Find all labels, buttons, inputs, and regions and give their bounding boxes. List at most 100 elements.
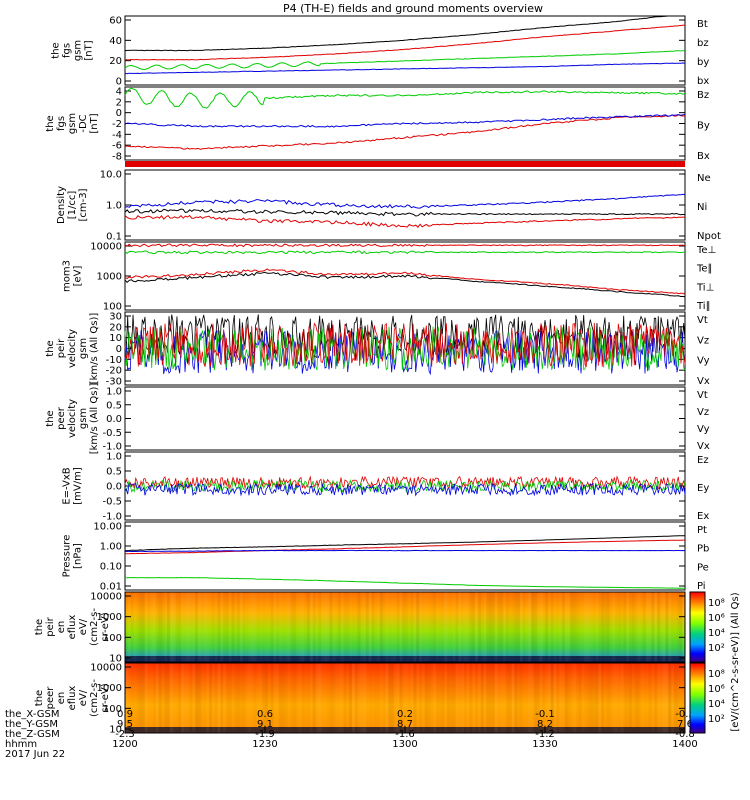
spectrogram-column: [371, 592, 374, 662]
x-tick-label-x: 0.2: [397, 709, 413, 720]
legend-label: Ti∥: [696, 301, 711, 312]
spectrogram-column: [276, 663, 279, 733]
spectrogram-column: [537, 592, 540, 662]
spectrogram-column: [576, 663, 579, 733]
spectrogram-column: [618, 592, 621, 662]
legend-label: By: [697, 121, 710, 132]
spectrogram-column: [368, 592, 372, 662]
spectrogram-column: [365, 592, 369, 662]
spectrogram-column: [422, 592, 425, 662]
colorbar-scale: [689, 662, 706, 734]
spectrogram-column: [556, 663, 559, 733]
spectrogram-column: [301, 663, 304, 733]
y-tick-label: 10000: [90, 242, 122, 253]
legend-label: Ne: [697, 173, 711, 184]
spectrogram-column: [444, 663, 447, 733]
spectrogram-column: [506, 592, 509, 662]
spectrogram-column: [237, 663, 240, 733]
spectrogram-column: [425, 592, 428, 662]
series-line-Te⊥: [124, 243, 686, 248]
y-axis-label: [eV]: [73, 266, 84, 287]
spectrogram-column: [226, 592, 229, 662]
spectrogram-column: [248, 663, 251, 733]
series-line-Ey: [124, 478, 686, 494]
spectrogram-column: [397, 592, 400, 662]
legend-label: Vx: [697, 376, 710, 387]
spectrogram-column: [312, 663, 316, 733]
spectrogram-column: [139, 592, 143, 662]
spectrogram-column: [542, 592, 545, 662]
spectrogram-column: [478, 663, 481, 733]
spectrogram-column: [349, 592, 352, 662]
spectrogram-column: [304, 592, 307, 662]
spectrogram-column: [553, 592, 556, 662]
y-tick-label: 1000: [97, 683, 122, 694]
spectrogram-column: [595, 592, 598, 662]
x-tick-label-y: 8.7: [397, 719, 413, 730]
spectrogram-column: [447, 663, 450, 733]
y-axis-label: sr-eV): [100, 612, 111, 641]
y-tick-label: -4: [112, 130, 122, 141]
x-tick-label-z: -1.2: [535, 729, 555, 740]
spectrogram-column: [492, 663, 495, 733]
spectrogram-column: [662, 592, 666, 662]
y-tick-label: -0.5: [102, 497, 122, 508]
legend-label: Bt: [697, 19, 708, 30]
spectrogram-column: [351, 663, 355, 733]
spectrogram-column: [500, 663, 503, 733]
spectrogram-column: [329, 663, 332, 733]
y-tick-label: 0.0: [106, 482, 122, 493]
spectrogram-column: [458, 592, 462, 662]
x-tick-label-x: 0.9: [117, 709, 133, 720]
spectrogram-column: [673, 663, 677, 733]
spectrogram-column: [175, 592, 178, 662]
legend-label: Ez: [697, 455, 709, 466]
y-axis-label: (cm2-s-: [89, 608, 100, 646]
spectrogram-column: [511, 663, 515, 733]
spectrogram-column: [273, 663, 276, 733]
x-tick-label-x: 0.6: [257, 709, 273, 720]
spectrogram-column: [164, 592, 167, 662]
spectrogram-column: [136, 592, 139, 662]
spectrogram-column: [506, 663, 509, 733]
spectrogram-column: [514, 663, 518, 733]
colorbar-tick: 10⁶: [708, 613, 725, 624]
spectrogram-column: [640, 663, 643, 733]
spectrogram-column: [441, 663, 444, 733]
x-row-label: the_Y-GSM: [5, 719, 58, 730]
y-axis-label: Pressure: [62, 535, 73, 578]
y-axis-label: velocity: [67, 329, 78, 368]
y-tick-label: -1.0: [102, 442, 122, 453]
spectrogram-column: [618, 663, 621, 733]
spectrogram-column: [251, 663, 254, 733]
spectrogram-column: [609, 663, 612, 733]
series-line-Bx: [124, 113, 686, 128]
panel-density: 10.0 1.0 0.1 Density [1/cc] [cm-3] Ne Ni Npot: [56, 169, 721, 243]
spectrogram-column: [329, 592, 333, 662]
x-tick-label-x: -0.5: [675, 709, 695, 720]
panel-efield: 1.0 0.5 0.0 -0.5 -1.0 E=-VxB [mV/m] Ez Ey Ex: [62, 451, 709, 523]
colorbar: 10⁸ 10⁶ 10⁴ 10² 10⁸ 10⁶ 10⁴ 10² [eV/(cm^2-s-sr-e…: [689, 591, 741, 734]
y-axis-label: eflux: [67, 686, 78, 711]
spectrogram-column: [481, 592, 484, 662]
spectrogram-column: [360, 663, 363, 733]
legend-label: Npot: [697, 231, 721, 242]
spectrogram-column: [156, 663, 159, 733]
spectrogram-column: [520, 663, 523, 733]
spectrogram-column: [270, 663, 274, 733]
spectrogram-column: [394, 592, 397, 662]
legend-label: Te⊥: [696, 245, 716, 256]
spectrogram-column: [156, 592, 159, 662]
series-line-Ni: [124, 208, 686, 217]
spectrogram-column: [570, 592, 574, 662]
y-tick-label: 1.0: [106, 387, 122, 398]
y-axis-label: [km/s (All Qs)]: [89, 383, 100, 455]
spectrogram-column: [528, 663, 531, 733]
y-axis-label: [km/s (All Qs)]: [89, 313, 100, 385]
spectrogram-column: [464, 663, 467, 733]
spectrogram-column: [245, 663, 248, 733]
spectrogram-column: [491, 592, 495, 662]
panel-frame: [124, 169, 686, 241]
spectrogram-column: [436, 592, 439, 662]
